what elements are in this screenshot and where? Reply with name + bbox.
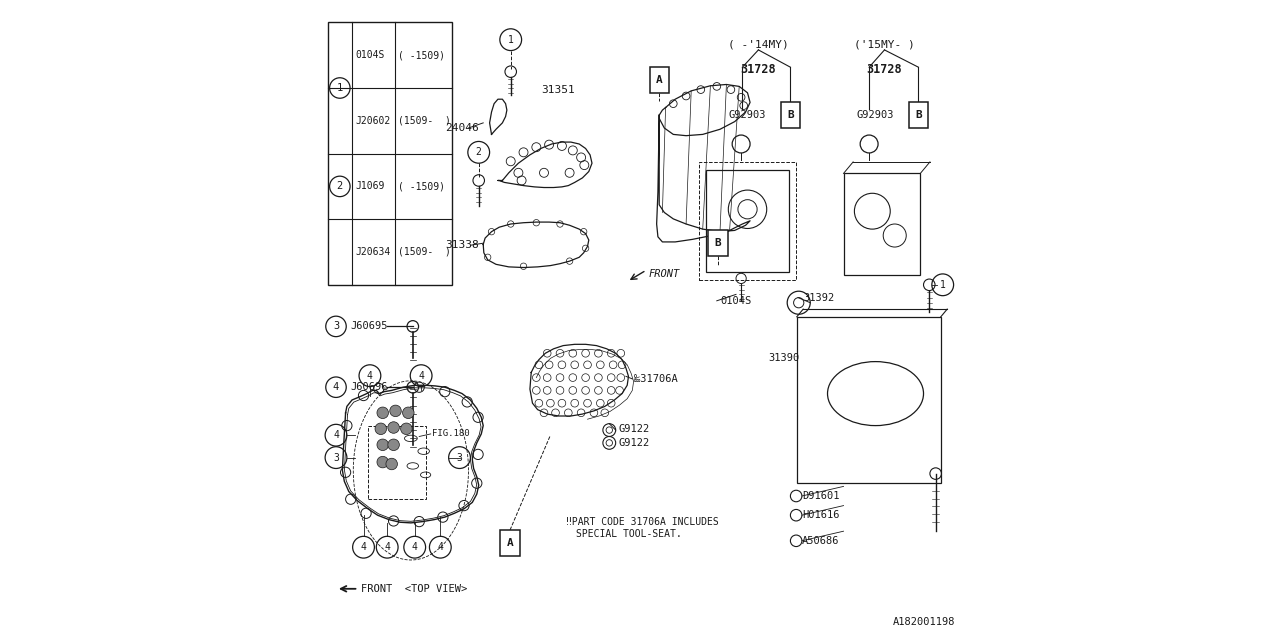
Text: 1: 1	[508, 35, 513, 45]
Text: 2: 2	[476, 147, 481, 157]
Text: G92903: G92903	[728, 110, 765, 120]
Text: G9122: G9122	[618, 438, 649, 448]
Text: 1: 1	[940, 280, 946, 290]
Text: FRONT  <TOP VIEW>: FRONT <TOP VIEW>	[361, 584, 467, 594]
Circle shape	[401, 423, 412, 435]
Text: 31390: 31390	[768, 353, 799, 364]
Text: G92903: G92903	[856, 110, 893, 120]
Text: A182001198: A182001198	[893, 617, 955, 627]
Text: 0104S: 0104S	[719, 296, 751, 306]
Text: ( -'14MY): ( -'14MY)	[728, 40, 788, 50]
Text: 4: 4	[438, 542, 443, 552]
Circle shape	[388, 439, 399, 451]
Text: (1509-  ): (1509- )	[398, 116, 451, 126]
Bar	[369, 426, 425, 499]
Text: D91601: D91601	[801, 491, 840, 501]
Text: H01616: H01616	[801, 510, 840, 520]
Circle shape	[378, 439, 389, 451]
Bar	[844, 173, 920, 275]
Text: 3: 3	[333, 452, 339, 463]
Text: 31728: 31728	[741, 63, 776, 76]
Circle shape	[378, 407, 389, 419]
Bar	[328, 22, 453, 285]
Circle shape	[378, 456, 389, 468]
Bar	[796, 317, 941, 483]
Text: 4: 4	[367, 371, 372, 381]
Text: 4: 4	[412, 542, 417, 552]
Text: 0104S: 0104S	[356, 50, 384, 60]
Text: ‼PART CODE 31706A INCLUDES: ‼PART CODE 31706A INCLUDES	[566, 516, 719, 527]
Text: 31338: 31338	[445, 240, 479, 250]
Text: 4: 4	[384, 542, 390, 552]
Text: 4: 4	[419, 371, 424, 381]
Text: SPECIAL TOOL-SEAT.: SPECIAL TOOL-SEAT.	[576, 529, 682, 540]
Text: 24046: 24046	[445, 123, 479, 133]
Bar	[707, 170, 788, 272]
Circle shape	[375, 423, 387, 435]
Text: A: A	[507, 538, 513, 548]
Text: (1509-  ): (1509- )	[398, 247, 451, 257]
Text: G9122: G9122	[618, 424, 649, 434]
Text: ('15MY- ): ('15MY- )	[854, 40, 915, 50]
Text: J1069: J1069	[356, 181, 384, 191]
Circle shape	[387, 458, 397, 470]
Text: 31728: 31728	[867, 63, 902, 76]
Text: A50686: A50686	[801, 536, 840, 546]
Text: B: B	[714, 238, 722, 248]
Circle shape	[389, 405, 402, 417]
Text: 1: 1	[337, 83, 343, 93]
Circle shape	[388, 422, 399, 433]
Text: 3: 3	[457, 452, 462, 463]
Text: J60696: J60696	[351, 382, 388, 392]
Bar	[781, 102, 800, 128]
Text: FIG.180: FIG.180	[433, 429, 470, 438]
Text: 2: 2	[337, 181, 343, 191]
Text: J60695: J60695	[351, 321, 388, 332]
Bar	[650, 67, 669, 93]
Text: ( -1509): ( -1509)	[398, 181, 445, 191]
Text: J20602: J20602	[356, 116, 390, 126]
Bar	[709, 230, 728, 256]
Text: J20634: J20634	[356, 247, 390, 257]
Bar	[909, 102, 928, 128]
Text: A: A	[655, 75, 663, 85]
Text: 3: 3	[333, 321, 339, 332]
Bar	[500, 530, 520, 556]
Text: FRONT: FRONT	[648, 269, 680, 279]
Bar	[699, 161, 796, 280]
Text: ‱31706A: ‱31706A	[634, 374, 677, 384]
Text: 4: 4	[333, 382, 339, 392]
Text: B: B	[787, 110, 794, 120]
Text: ( -1509): ( -1509)	[398, 50, 445, 60]
Text: B: B	[915, 110, 922, 120]
Text: 31392: 31392	[804, 292, 835, 303]
Text: 31351: 31351	[540, 84, 575, 95]
Text: 4: 4	[333, 430, 339, 440]
Circle shape	[402, 407, 415, 419]
Text: 4: 4	[361, 542, 366, 552]
